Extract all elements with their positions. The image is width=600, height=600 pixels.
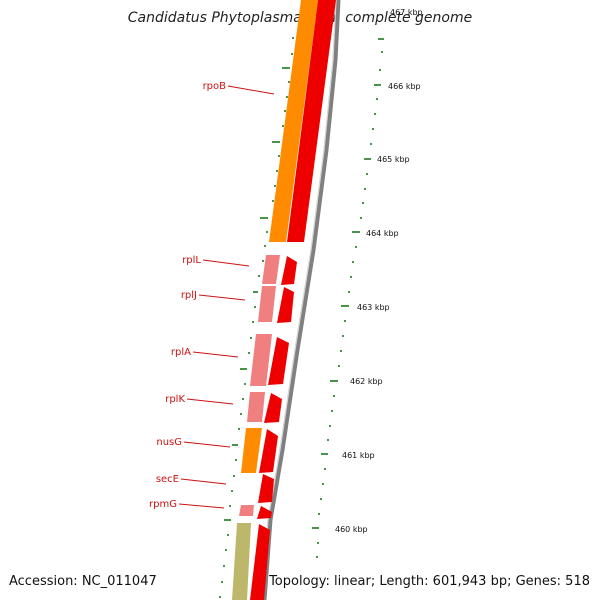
tick-label-461kbp: 461 kbp xyxy=(342,451,375,460)
tick-label-466kbp: 466 kbp xyxy=(388,82,421,91)
rpmG-cds-feature xyxy=(257,506,272,519)
tick-label-465kbp: 465 kbp xyxy=(377,155,410,164)
rplL-leader xyxy=(202,259,250,267)
nusG-cds-feature xyxy=(259,429,278,473)
rplK-cds-feature xyxy=(264,393,282,423)
rplK-label: rplK xyxy=(165,394,185,405)
next-gene-feature xyxy=(232,523,251,600)
rpoB-label: rpoB xyxy=(203,81,227,92)
tick-label-464kbp: 464 kbp xyxy=(366,229,399,238)
rplK-leader xyxy=(186,398,234,405)
tick-label-462kbp: 462 kbp xyxy=(350,377,383,386)
accession-text: Accession: NC_011047 xyxy=(9,574,157,589)
rpoB-leader xyxy=(227,85,275,95)
nusG-leader xyxy=(183,441,231,448)
secE-label: secE xyxy=(156,474,179,485)
rplJ-label: rplJ xyxy=(181,290,197,301)
rplJ-leader xyxy=(198,294,246,301)
rplJ-gene-feature xyxy=(258,286,276,322)
right-tick-track xyxy=(312,38,384,558)
left-tick-track xyxy=(219,37,294,598)
backbone-line xyxy=(261,0,341,600)
rpmG-gene-feature xyxy=(239,505,254,516)
rplL-cds-feature xyxy=(281,256,297,285)
rplL-label: rplL xyxy=(182,255,201,266)
rplA-leader xyxy=(192,351,239,358)
rpoB-cds-feature xyxy=(287,0,336,242)
next-cds-feature xyxy=(250,524,270,600)
tick-label-460kbp: 460 kbp xyxy=(335,525,368,534)
rplK-gene-feature xyxy=(247,392,265,422)
genome-summary-text: Topology: linear; Length: 601,943 bp; Ge… xyxy=(269,574,590,589)
nusG-gene-feature xyxy=(241,428,262,473)
rpmG-leader xyxy=(178,503,225,509)
backbone-highlight xyxy=(261,0,337,600)
secE-leader xyxy=(180,478,227,485)
rpmG-label: rpmG xyxy=(149,499,177,510)
rplA-label: rplA xyxy=(171,347,191,358)
rplA-cds-feature xyxy=(268,337,289,385)
rplJ-cds-feature xyxy=(277,287,294,323)
rpoB-gene-feature xyxy=(269,0,318,242)
tick-label-467kbp: 467 kbp xyxy=(390,8,423,17)
nusG-label: nusG xyxy=(156,437,182,448)
secE-cds-feature xyxy=(258,474,274,503)
rplA-gene-feature xyxy=(250,334,272,386)
tick-label-463kbp: 463 kbp xyxy=(357,303,390,312)
rplL-gene-feature xyxy=(262,255,280,284)
